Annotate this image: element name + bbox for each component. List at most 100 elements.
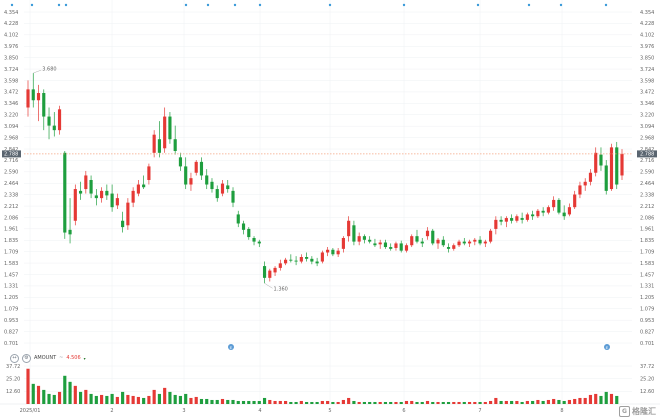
candle-body: [615, 147, 619, 185]
volume-bar: [357, 401, 361, 404]
candle-body: [462, 241, 466, 244]
volume-bar: [557, 399, 561, 404]
volume-bar: [100, 394, 104, 404]
volume-bar: [457, 401, 461, 404]
volume-bar: [205, 398, 209, 404]
candle-body: [273, 267, 277, 273]
event-dot: [30, 3, 34, 7]
chevron-down-icon[interactable]: ▾: [83, 355, 86, 361]
candle-body: [220, 183, 225, 194]
price-tick-label: 1.709: [640, 249, 654, 255]
candle-body: [236, 214, 240, 224]
price-tick-label: 1.583: [4, 261, 18, 267]
volume-tick-label: 37.72: [6, 364, 20, 370]
price-tick-label: 3.724: [640, 67, 654, 73]
date-tick-label: 7: [478, 408, 481, 414]
volume-bar: [210, 399, 214, 404]
grid: [24, 0, 632, 404]
price-tick-label: 3.598: [4, 78, 18, 84]
event-dot: [233, 3, 237, 7]
candle-body: [394, 243, 398, 248]
volume-bar: [510, 400, 514, 404]
watermark-text: 格隆汇: [632, 407, 656, 416]
price-tick-label: 3.850: [4, 55, 18, 61]
price-tick-label: 1.835: [640, 238, 654, 244]
volume-bar: [368, 401, 372, 404]
candle-body: [283, 259, 288, 264]
arrow-icon[interactable]: ↔: [10, 353, 19, 363]
volume-bar: [462, 401, 466, 404]
price-tick-label: 2.464: [640, 181, 654, 187]
volume-bar: [394, 401, 398, 404]
volume-axis-right: 37.72 25.20 12.60: [640, 364, 654, 395]
candle-body: [315, 261, 319, 264]
watermark: G 格隆汇: [619, 406, 656, 417]
candle-body: [494, 219, 498, 229]
candle-body: [199, 161, 204, 176]
volume-bar: [489, 400, 493, 404]
candle-body: [425, 230, 430, 237]
candle-body: [226, 185, 230, 190]
price-tick-label: 3.346: [4, 101, 18, 107]
price-tick-label: 2.968: [4, 135, 18, 141]
candle-body: [163, 116, 167, 149]
event-dot: [258, 3, 262, 7]
candle-body: [126, 202, 130, 226]
volume-bar: [189, 397, 193, 404]
indicator-separator: ~: [59, 355, 64, 361]
candlestick-series[interactable]: [26, 73, 624, 284]
volume-bar: [578, 397, 582, 404]
event-icon[interactable]: E: [604, 344, 610, 350]
price-tick-label: 1.079: [4, 307, 18, 313]
volume-bar: [152, 389, 156, 404]
volume-bar: [157, 393, 161, 404]
date-tick-label: 2025/01: [20, 408, 41, 414]
price-tick-label: 1.079: [640, 307, 654, 313]
price-tick-label: 3.976: [640, 44, 654, 50]
price-tick-label: 2.212: [640, 204, 654, 210]
candle-body: [320, 252, 324, 262]
candle-body: [415, 236, 419, 242]
candle-body: [557, 199, 561, 213]
volume-bar: [404, 400, 409, 404]
price-tick-label: 1.835: [4, 238, 18, 244]
price-tick-label: 0.827: [4, 329, 18, 335]
price-tick-label: 0.701: [640, 341, 654, 347]
date-tick-label: 6: [402, 408, 405, 414]
candle-body: [489, 230, 493, 242]
volume-bar: [47, 393, 51, 404]
volume-bar: [594, 393, 598, 404]
price-tick-label: 2.590: [4, 170, 18, 176]
candle-body: [478, 239, 482, 244]
event-icon[interactable]: E: [228, 344, 234, 350]
candle-body: [294, 260, 298, 262]
candle-body: [520, 218, 524, 220]
candle-body: [599, 154, 603, 166]
candle-body: [331, 249, 335, 255]
price-tick-label: 2.464: [4, 181, 18, 187]
volume-bar: [336, 401, 340, 404]
candle-body: [231, 190, 235, 203]
volume-bar: [168, 391, 172, 404]
candle-body: [531, 214, 535, 217]
current-price-label: 2.788: [640, 152, 654, 158]
candle-body: [399, 243, 403, 251]
price-tick-label: 3.094: [4, 124, 18, 130]
candle-body: [389, 247, 393, 249]
candle-body: [378, 242, 382, 245]
candle-body: [431, 230, 435, 244]
candle-body: [446, 247, 451, 249]
date-tick-label: 2: [110, 408, 113, 414]
candle-body: [594, 152, 598, 173]
price-tick-label: 2.842: [640, 147, 654, 153]
price-tick-label: 4.228: [4, 21, 18, 27]
candle-body: [100, 190, 104, 199]
gear-icon[interactable]: ⚙: [22, 353, 31, 363]
volume-bar: [478, 401, 482, 404]
volume-bar: [105, 395, 109, 404]
candle-body: [142, 184, 146, 188]
volume-bar: [268, 399, 272, 404]
price-tick-label: 1.457: [4, 272, 18, 278]
volume-bar: [294, 401, 298, 404]
